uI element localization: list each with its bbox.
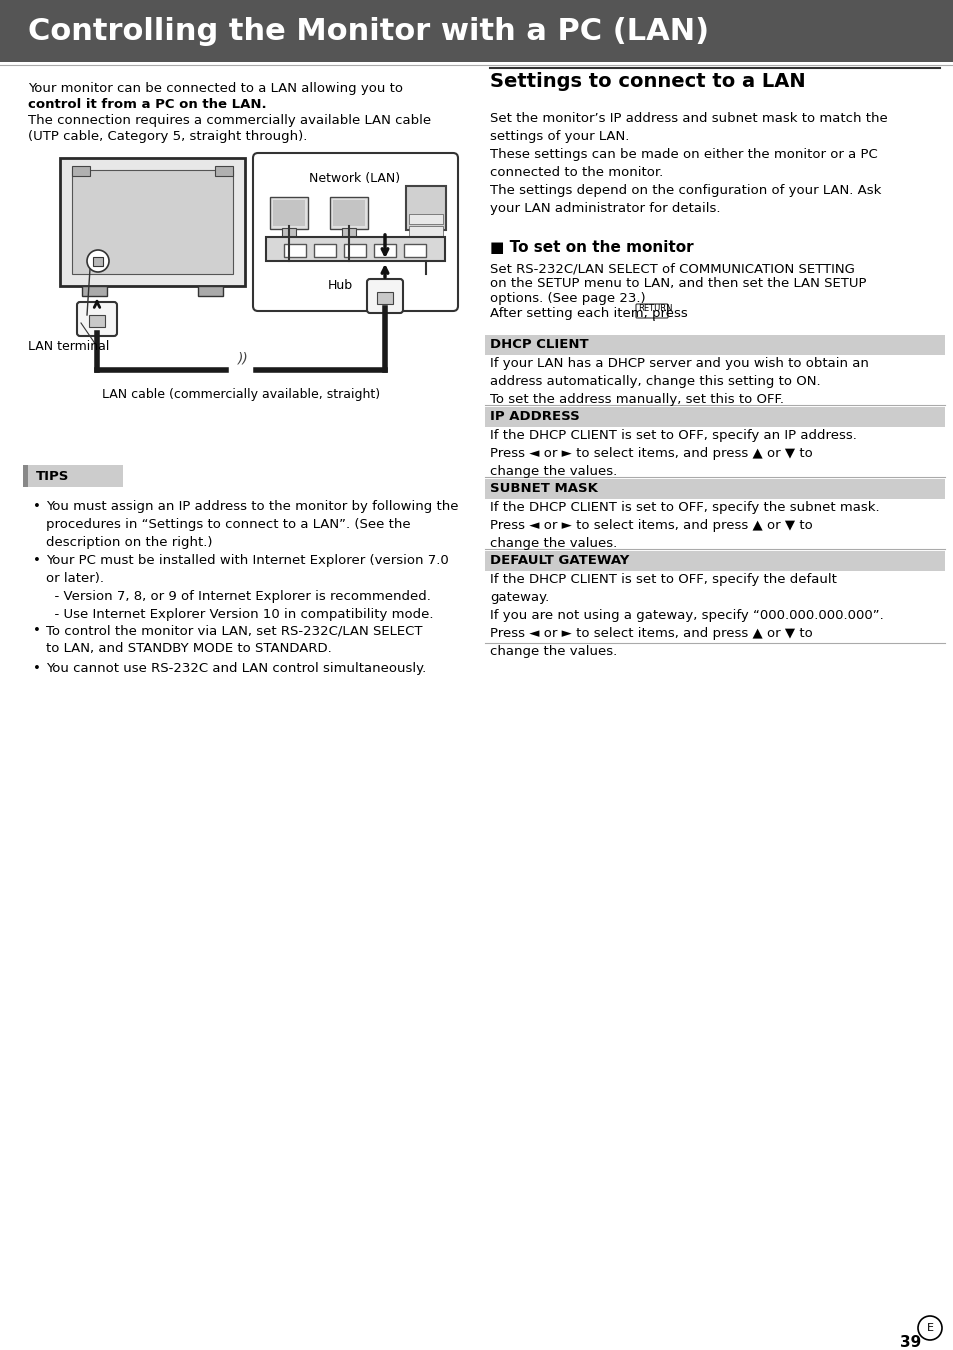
Bar bbox=[341, 228, 355, 242]
Bar bbox=[82, 286, 107, 296]
Text: on the SETUP menu to LAN, and then set the LAN SETUP: on the SETUP menu to LAN, and then set t… bbox=[490, 277, 865, 290]
Text: You cannot use RS-232C and LAN control simultaneously.: You cannot use RS-232C and LAN control s… bbox=[46, 662, 426, 675]
Bar bbox=[330, 197, 368, 230]
Text: E: E bbox=[925, 1323, 933, 1332]
Text: Your PC must be installed with Internet Explorer (version 7.0
or later).
  - Ver: Your PC must be installed with Internet … bbox=[46, 554, 448, 621]
Bar bbox=[23, 464, 28, 487]
Bar bbox=[374, 244, 395, 256]
Bar bbox=[484, 479, 944, 500]
Bar bbox=[403, 244, 426, 256]
Text: options. (See page 23.): options. (See page 23.) bbox=[490, 292, 645, 305]
Text: )): )) bbox=[237, 351, 248, 364]
Text: If the DHCP CLIENT is set to OFF, specify the default
gateway.
If you are not us: If the DHCP CLIENT is set to OFF, specif… bbox=[490, 572, 882, 657]
FancyBboxPatch shape bbox=[636, 304, 667, 319]
Text: ■ To set on the monitor: ■ To set on the monitor bbox=[490, 240, 693, 255]
Bar bbox=[409, 225, 442, 236]
Text: RETURN: RETURN bbox=[638, 304, 672, 313]
Bar bbox=[60, 158, 245, 286]
Bar bbox=[92, 256, 103, 266]
Bar bbox=[266, 238, 444, 261]
FancyBboxPatch shape bbox=[77, 302, 117, 336]
Bar bbox=[406, 186, 446, 230]
FancyBboxPatch shape bbox=[253, 153, 457, 310]
Bar bbox=[284, 244, 306, 256]
Text: Your monitor can be connected to a LAN allowing you to: Your monitor can be connected to a LAN a… bbox=[28, 82, 402, 94]
Text: SUBNET MASK: SUBNET MASK bbox=[490, 482, 598, 495]
Bar bbox=[334, 242, 364, 251]
Text: If the DHCP CLIENT is set to OFF, specify an IP address.
Press ◄ or ► to select : If the DHCP CLIENT is set to OFF, specif… bbox=[490, 429, 856, 478]
Text: Settings to connect to a LAN: Settings to connect to a LAN bbox=[490, 72, 804, 90]
Text: 39: 39 bbox=[899, 1335, 921, 1350]
Bar bbox=[71, 170, 233, 274]
Bar bbox=[344, 244, 366, 256]
Bar bbox=[484, 551, 944, 571]
Text: IP ADDRESS: IP ADDRESS bbox=[490, 410, 579, 424]
Text: If the DHCP CLIENT is set to OFF, specify the subnet mask.
Press ◄ or ► to selec: If the DHCP CLIENT is set to OFF, specif… bbox=[490, 501, 879, 549]
Bar bbox=[198, 286, 223, 296]
Text: To control the monitor via LAN, set RS-232C/LAN SELECT
to LAN, and STANDBY MODE : To control the monitor via LAN, set RS-2… bbox=[46, 624, 422, 655]
Bar bbox=[270, 197, 308, 230]
Circle shape bbox=[87, 250, 109, 271]
Bar bbox=[314, 244, 335, 256]
Bar bbox=[0, 0, 953, 62]
Text: If your LAN has a DHCP server and you wish to obtain an
address automatically, c: If your LAN has a DHCP server and you wi… bbox=[490, 356, 868, 406]
FancyBboxPatch shape bbox=[367, 279, 402, 313]
Bar bbox=[333, 200, 365, 225]
Text: After setting each item, press: After setting each item, press bbox=[490, 306, 687, 320]
Bar bbox=[484, 406, 944, 427]
Text: Hub: Hub bbox=[327, 279, 353, 292]
Text: control it from a PC on the LAN.: control it from a PC on the LAN. bbox=[28, 99, 266, 111]
Text: Set the monitor’s IP address and subnet mask to match the
settings of your LAN.
: Set the monitor’s IP address and subnet … bbox=[490, 112, 887, 215]
Text: •: • bbox=[33, 624, 41, 637]
Text: .: . bbox=[651, 310, 656, 324]
Text: •: • bbox=[33, 500, 41, 513]
Bar bbox=[23, 464, 123, 487]
Text: Controlling the Monitor with a PC (LAN): Controlling the Monitor with a PC (LAN) bbox=[28, 16, 708, 46]
Bar bbox=[484, 335, 944, 355]
Bar bbox=[89, 315, 105, 327]
Text: DEFAULT GATEWAY: DEFAULT GATEWAY bbox=[490, 555, 629, 567]
Bar bbox=[376, 292, 393, 304]
Bar bbox=[214, 166, 233, 176]
Text: •: • bbox=[33, 662, 41, 675]
Text: LAN cable (commercially available, straight): LAN cable (commercially available, strai… bbox=[102, 387, 379, 401]
Text: LAN terminal: LAN terminal bbox=[28, 340, 110, 352]
Text: •: • bbox=[33, 554, 41, 567]
Text: TIPS: TIPS bbox=[36, 470, 70, 482]
Text: The connection requires a commercially available LAN cable: The connection requires a commercially a… bbox=[28, 113, 431, 127]
Bar bbox=[273, 200, 305, 225]
Text: You must assign an IP address to the monitor by following the
procedures in “Set: You must assign an IP address to the mon… bbox=[46, 500, 458, 549]
Text: Network (LAN): Network (LAN) bbox=[309, 171, 400, 185]
Bar bbox=[282, 228, 295, 242]
Text: (UTP cable, Category 5, straight through).: (UTP cable, Category 5, straight through… bbox=[28, 130, 307, 143]
Bar bbox=[409, 215, 442, 224]
Bar bbox=[274, 242, 304, 251]
Text: Set RS-232C/LAN SELECT of COMMUNICATION SETTING: Set RS-232C/LAN SELECT of COMMUNICATION … bbox=[490, 262, 854, 275]
Text: DHCP CLIENT: DHCP CLIENT bbox=[490, 339, 588, 351]
Bar bbox=[71, 166, 90, 176]
